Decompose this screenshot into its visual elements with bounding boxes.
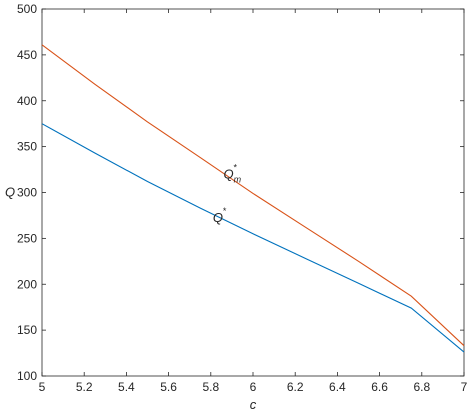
y-axis-label: Q [5, 185, 15, 200]
x-tick-label: 6 [250, 380, 257, 394]
annotation-label-0: Qm [223, 167, 241, 185]
series-line-0 [41, 123, 465, 353]
annotation-superscript-1: * [223, 206, 227, 216]
y-tick-label: 200 [17, 277, 37, 291]
x-tick-label: 5.6 [160, 380, 177, 394]
y-tick-label: 100 [17, 369, 37, 383]
axes-box [41, 8, 465, 377]
x-tick-label: 6.2 [287, 380, 304, 394]
y-tick-label: 500 [17, 2, 37, 16]
y-tick-label: 450 [17, 48, 37, 62]
x-axis-label: c [250, 397, 257, 412]
annotation-superscript-0: * [233, 163, 237, 173]
y-tick-label: 300 [17, 186, 37, 200]
annotation-label-1: Q [213, 210, 223, 225]
x-tick-label: 5.2 [76, 380, 93, 394]
y-tick-label: 250 [17, 231, 37, 245]
series-line-1 [41, 44, 465, 347]
y-tick-label: 350 [17, 140, 37, 154]
plot-area: 5 5.2 5.4 5.6 5.8 6 6.2 6.4 6.6 6.8 7 100 150 200 250 3… [5, 2, 468, 412]
x-tick-label: 6.6 [371, 380, 388, 394]
y-tick-label: 400 [17, 94, 37, 108]
y-tick-label: 150 [17, 323, 37, 337]
x-tick-label: 5 [39, 380, 46, 394]
x-tick-label: 6.4 [329, 380, 346, 394]
x-tick-label: 5.4 [118, 380, 135, 394]
x-tick-label: 7 [461, 380, 468, 394]
x-tick-label: 6.8 [413, 380, 430, 394]
x-tick-label: 5.8 [202, 380, 219, 394]
